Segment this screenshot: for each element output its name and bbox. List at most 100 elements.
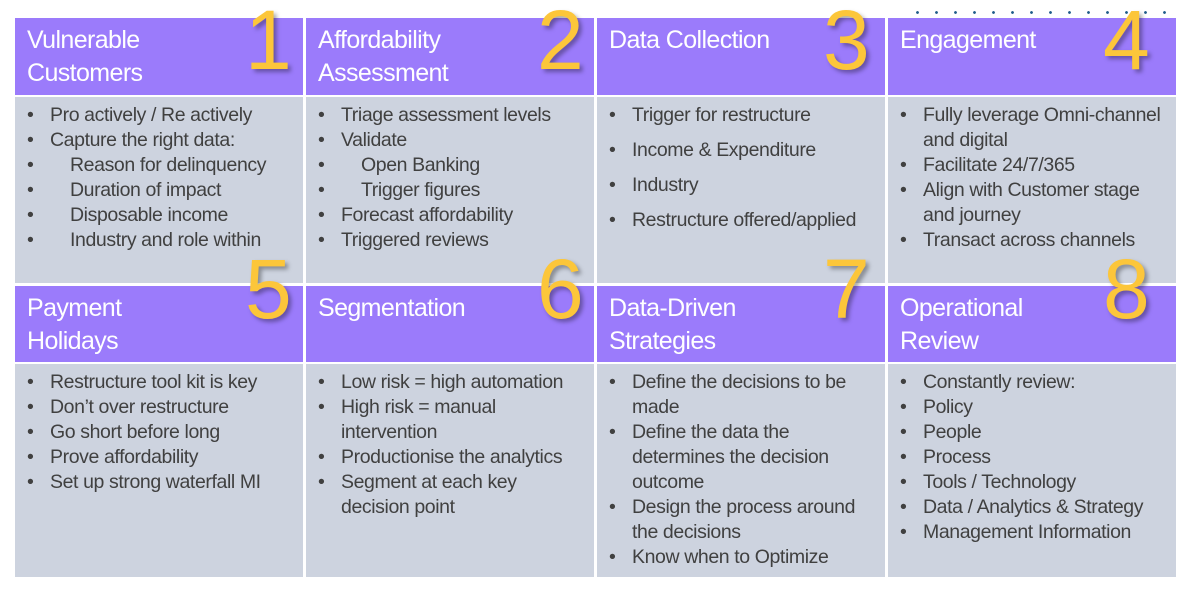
cell-title: Payment Holidays — [27, 294, 122, 355]
cell-header: Vulnerable Customers — [15, 18, 303, 95]
list-item-text: Set up strong waterfall MI — [50, 471, 261, 493]
cell-body: • Pro actively / Re actively • Capture the … — [15, 97, 303, 283]
cell-header: Affordability Assessment — [306, 18, 594, 95]
list-item: • Prove affordability — [15, 445, 303, 470]
bullet-icon: • — [609, 496, 616, 518]
list-item-text: Management Information — [923, 521, 1131, 543]
list-item: • Low risk = high automation — [306, 370, 594, 395]
list-item: • Triage assessment levels — [306, 103, 594, 128]
list-item: • Constantly review: — [888, 370, 1176, 395]
list-item: • Validate — [306, 128, 594, 153]
list-item-text: Industry and role within — [70, 229, 261, 251]
cell-body: • Define the decisions to be made • Define … — [597, 364, 885, 577]
bullet-icon: • — [27, 471, 34, 493]
cell-body: • Low risk = high automation • High risk = … — [306, 364, 594, 577]
cell-header: Data-Driven Strategies — [597, 286, 885, 362]
bullet-icon: • — [900, 496, 907, 518]
step-number: 2 — [537, 0, 584, 87]
list-item-text: Duration of impact — [70, 179, 222, 201]
list-item: • Management Information — [888, 520, 1176, 545]
list-item-text: Data / Analytics & Strategy — [923, 496, 1144, 518]
cell-body: • Triage assessment levels • Validate • Open … — [306, 97, 594, 283]
bullet-icon: • — [900, 521, 907, 543]
bullet-list: • Triage assessment levels • Validate • Open … — [306, 103, 594, 253]
list-item-text: Validate — [341, 129, 407, 151]
list-item-text: Triage assessment levels — [341, 104, 551, 126]
list-item: • Disposable income — [15, 203, 303, 228]
bullet-icon: • — [900, 396, 907, 418]
cell-header: Operational Review — [888, 286, 1176, 362]
list-item: • Industry — [597, 173, 885, 198]
bullet-list: • Pro actively / Re actively • Capture the … — [15, 103, 303, 253]
list-item: • Trigger figures — [306, 178, 594, 203]
bullet-icon: • — [318, 179, 325, 201]
list-item-text: Define the data the determines the decis… — [632, 421, 829, 493]
list-item: • Facilitate 24/7/365 — [888, 153, 1176, 178]
bullet-icon: • — [318, 154, 325, 176]
list-item: • Go short before long — [15, 420, 303, 445]
list-item: • Data / Analytics & Strategy — [888, 495, 1176, 520]
cell-title: Engagement — [900, 26, 1036, 54]
list-item: • Define the decisions to be made — [597, 370, 885, 420]
list-item: • Restructure offered/applied — [597, 208, 885, 233]
list-item-text: High risk = manual intervention — [341, 396, 496, 443]
list-item: • Restructure tool kit is key — [15, 370, 303, 395]
bullet-icon: • — [27, 104, 34, 126]
bullet-icon: • — [609, 174, 616, 196]
cell-title: Operational Review — [900, 294, 1023, 355]
bullet-icon: • — [27, 421, 34, 443]
bullet-icon: • — [609, 546, 616, 568]
cell-title: Data Collection — [609, 26, 770, 54]
cell-body: • Constantly review: • Policy • People • Proces… — [888, 364, 1176, 577]
list-item-text: Tools / Technology — [923, 471, 1076, 493]
list-item-text: Process — [923, 446, 991, 468]
list-item: • Forecast affordability — [306, 203, 594, 228]
list-item-text: Restructure offered/applied — [632, 209, 857, 231]
cell-body: • Fully leverage Omni-channel and digital… — [888, 97, 1176, 283]
list-item-text: People — [923, 421, 982, 443]
cell-header: Engagement — [888, 18, 1176, 95]
list-item: • Reason for delinquency — [15, 153, 303, 178]
cell-title: Segmentation — [318, 294, 466, 322]
cell-title: Affordability Assessment — [318, 26, 449, 87]
list-item: • Trigger for restructure — [597, 103, 885, 128]
list-item-text: Know when to Optimize — [632, 546, 829, 568]
bullet-icon: • — [318, 129, 325, 151]
list-item-text: Reason for delinquency — [70, 154, 267, 176]
step-number: 8 — [1103, 242, 1150, 336]
list-item-text: Restructure tool kit is key — [50, 371, 258, 393]
list-item: • Productionise the analytics — [306, 445, 594, 470]
bullet-icon: • — [318, 371, 325, 393]
bullet-icon: • — [900, 179, 907, 201]
bullet-icon: • — [27, 371, 34, 393]
bullet-icon: • — [900, 229, 907, 251]
list-item-text: Policy — [923, 396, 973, 418]
cell-title: Data-Driven Strategies — [609, 294, 736, 355]
bullet-icon: • — [27, 179, 34, 201]
bullet-icon: • — [27, 446, 34, 468]
bullet-icon: • — [900, 471, 907, 493]
list-item-text: Trigger figures — [361, 179, 480, 201]
bullet-icon: • — [27, 396, 34, 418]
list-item: • Policy — [888, 395, 1176, 420]
list-item: • Industry and role within — [15, 228, 303, 253]
cell-title: Vulnerable Customers — [27, 26, 143, 87]
list-item-text: Fully leverage Omni-channel and digital — [923, 104, 1161, 151]
bullet-list: • Restructure tool kit is key • Don’t over … — [15, 370, 303, 495]
bullet-icon: • — [27, 129, 34, 151]
list-item: • Don’t over restructure — [15, 395, 303, 420]
list-item-text: Constantly review: — [923, 371, 1076, 393]
list-item-text: Capture the right data: — [50, 129, 235, 151]
bullet-icon: • — [318, 104, 325, 126]
list-item: • Design the process around the decisions — [597, 495, 885, 545]
bullet-icon: • — [318, 204, 325, 226]
bullet-list: • Define the decisions to be made • Define … — [597, 370, 885, 570]
list-item-text: Align with Customer stage and journey — [923, 179, 1140, 226]
bullet-list: • Trigger for restructure • Income & Expend… — [597, 103, 885, 233]
list-item-text: Industry — [632, 174, 699, 196]
bullet-icon: • — [609, 104, 616, 126]
list-item: • Income & Expenditure — [597, 138, 885, 163]
list-item-text: Forecast affordability — [341, 204, 513, 226]
cell-header: Data Collection — [597, 18, 885, 95]
list-item-text: Disposable income — [70, 204, 228, 226]
